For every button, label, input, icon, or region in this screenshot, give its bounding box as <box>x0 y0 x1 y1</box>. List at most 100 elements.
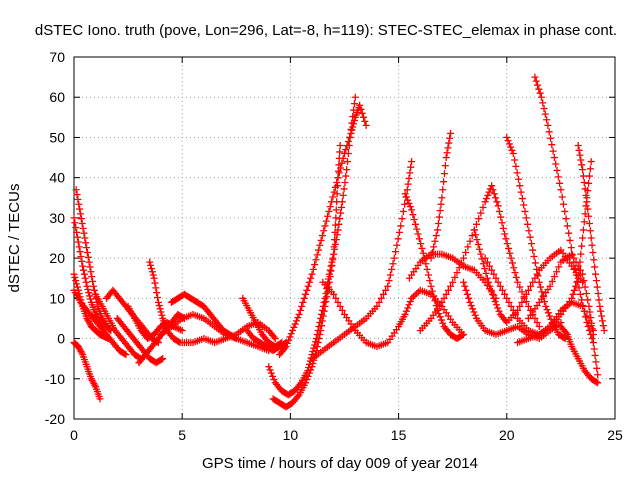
data-point <box>350 120 358 128</box>
data-point <box>511 310 519 318</box>
data-point <box>406 298 414 306</box>
y-axis-label: dSTEC / TECUs <box>6 184 23 293</box>
data-point <box>490 294 498 302</box>
data-point <box>497 213 505 221</box>
data-point <box>73 228 81 236</box>
data-point <box>152 284 160 292</box>
data-point <box>271 335 279 343</box>
data-point <box>304 372 312 380</box>
data-point <box>70 270 78 278</box>
data-point <box>313 343 321 351</box>
data-point <box>424 271 432 279</box>
data-point <box>531 73 539 81</box>
data-point <box>147 261 155 269</box>
y-tick-labels: -20 -10 0 10 20 30 40 50 60 70 <box>45 49 65 427</box>
data-point <box>417 240 425 248</box>
data-point <box>589 339 597 347</box>
data-point <box>462 248 470 256</box>
data-point <box>479 203 487 211</box>
data-point <box>405 199 413 207</box>
data-point <box>336 148 344 156</box>
data-point <box>481 265 489 273</box>
series-19 <box>276 101 370 359</box>
data-point <box>592 277 600 285</box>
data-point <box>83 244 91 252</box>
data-point <box>460 254 468 262</box>
data-point <box>593 364 601 372</box>
data-point <box>576 290 584 298</box>
data-point <box>569 290 577 298</box>
data-point <box>589 248 597 256</box>
data-point <box>294 392 302 400</box>
data-point <box>270 376 278 384</box>
data-point <box>439 319 447 327</box>
data-point <box>447 282 455 290</box>
data-point <box>482 269 490 277</box>
data-point <box>507 143 515 151</box>
data-point <box>287 330 295 338</box>
data-point <box>596 302 604 310</box>
data-point <box>582 313 590 321</box>
data-point <box>462 286 470 294</box>
data-point <box>479 260 487 268</box>
data-point <box>294 314 302 322</box>
data-point <box>296 306 304 314</box>
data-point <box>154 298 162 306</box>
data-point <box>73 233 81 241</box>
data-point <box>321 294 329 302</box>
data-point <box>76 210 84 218</box>
x-axis-label: GPS time / hours of day 009 of year 2014 <box>202 455 478 472</box>
data-point <box>405 301 413 309</box>
data-point <box>542 302 550 310</box>
data-point <box>598 317 606 325</box>
data-point <box>593 283 601 291</box>
data-point <box>472 231 480 239</box>
chart-title: dSTEC Iono. truth (pove, Lon=296, Lat=-8… <box>35 22 617 39</box>
data-point <box>415 235 423 243</box>
data-point <box>318 322 326 330</box>
data-point <box>537 283 545 291</box>
data-point <box>541 110 549 118</box>
x-tick-label: 0 <box>70 427 78 443</box>
data-point <box>305 369 313 377</box>
data-point <box>435 310 443 318</box>
data-point <box>549 147 557 155</box>
data-point <box>337 209 345 217</box>
data-point <box>397 222 405 230</box>
data-point <box>317 236 325 244</box>
data-point <box>337 164 345 172</box>
data-point <box>315 246 323 254</box>
data-point <box>289 327 297 335</box>
data-point <box>503 133 511 141</box>
data-point <box>153 289 161 297</box>
data-point <box>498 219 506 227</box>
y-tick-label: 10 <box>49 290 65 306</box>
data-point <box>585 220 593 228</box>
x-tick-label: 15 <box>391 427 407 443</box>
data-point <box>468 232 476 240</box>
data-point <box>548 277 556 285</box>
data-point <box>574 141 582 149</box>
data-point <box>560 334 568 342</box>
data-point <box>154 294 162 302</box>
data-point <box>299 298 307 306</box>
data-point <box>501 230 509 238</box>
data-point <box>155 302 163 310</box>
data-point <box>520 294 528 302</box>
data-point <box>583 198 591 206</box>
data-point <box>339 154 347 162</box>
data-point <box>592 270 600 278</box>
data-point <box>440 170 448 178</box>
data-point <box>590 345 598 353</box>
data-point <box>385 277 393 285</box>
data-point <box>583 312 591 320</box>
data-point <box>148 268 156 276</box>
data-point <box>490 190 498 198</box>
data-point <box>584 296 592 304</box>
data-point <box>342 146 350 154</box>
data-point <box>78 257 86 265</box>
data-point <box>574 262 582 270</box>
y-tick-label: 60 <box>49 89 65 105</box>
data-point <box>509 306 517 314</box>
